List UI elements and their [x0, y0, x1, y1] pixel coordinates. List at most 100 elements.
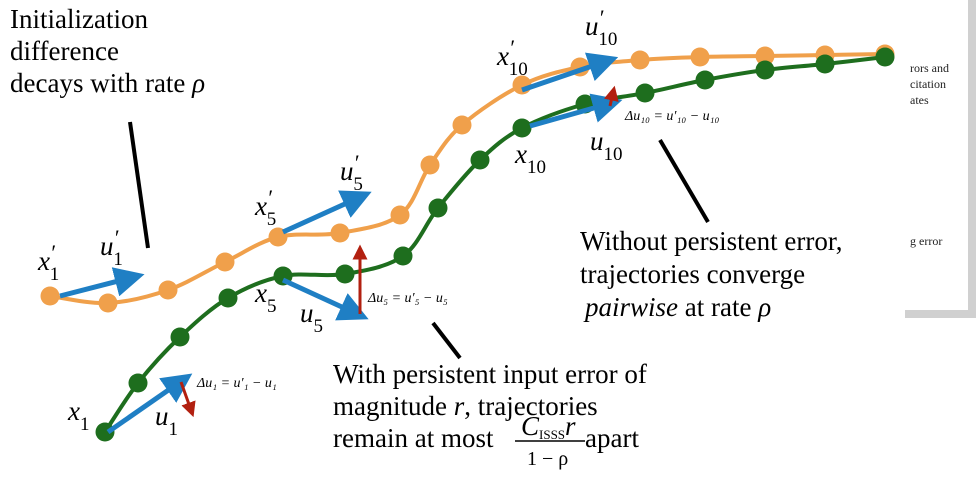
- trajectory-point: [512, 118, 532, 138]
- annotation-text: decays with rate: [10, 68, 192, 98]
- background-slide: [905, 0, 976, 318]
- label-subscript: 5: [353, 174, 363, 195]
- fraction-denominator: 1 − ρ: [527, 448, 568, 470]
- annotation-text: pairwise: [583, 292, 678, 322]
- label-base: u: [155, 401, 169, 431]
- fraction-subscript: ISSS: [539, 427, 565, 442]
- annotation-text: Without persistent error,: [580, 226, 843, 256]
- orange-trajectory: [49, 52, 886, 306]
- annotation-line: pairwise at rate ρ: [583, 292, 771, 322]
- trajectory-point: [755, 60, 775, 80]
- label-prime: ′: [114, 225, 120, 250]
- annotation-text: difference: [10, 36, 119, 66]
- label-subscript: 1: [50, 264, 60, 285]
- label-subscript: 5: [267, 296, 277, 317]
- label-base: u: [590, 126, 604, 156]
- input-arrow: [281, 190, 372, 235]
- trajectory-point: [268, 227, 288, 247]
- label-prime: ′: [267, 185, 273, 210]
- label-subscript: 10: [604, 144, 623, 165]
- label-subscript: 1: [169, 419, 179, 440]
- annotation-text: Initialization: [10, 4, 148, 34]
- label-subscript: 10: [527, 157, 546, 178]
- label-prime: ′: [50, 240, 56, 265]
- annotation-text: r: [454, 391, 465, 421]
- trajectory-point: [755, 46, 775, 66]
- trajectory-point: [390, 205, 410, 225]
- trajectory-point: [690, 47, 710, 67]
- math-label: x′ 1: [37, 240, 59, 285]
- trajectory-point: [875, 47, 895, 67]
- input-arrow: [529, 93, 623, 129]
- trajectory-point: [420, 155, 440, 175]
- trajectory-point: [452, 115, 472, 135]
- annotation-text: With persistent input error of: [333, 359, 647, 389]
- label-base: x: [254, 191, 267, 221]
- fraction-numerator: CISSSr: [521, 411, 576, 442]
- trajectory-point: [428, 198, 448, 218]
- annotation-text: at rate: [678, 292, 758, 322]
- label-subscript: 10: [598, 29, 617, 50]
- math-label: x5: [254, 278, 276, 317]
- label-base: x: [37, 246, 50, 276]
- trajectory-point: [815, 54, 835, 74]
- trajectory-point: [393, 246, 413, 266]
- trajectory-point: [470, 150, 490, 170]
- annotation-line: magnitude r, trajectories: [333, 391, 598, 421]
- pointer-line: [431, 321, 462, 360]
- background-text: rors and: [910, 61, 949, 75]
- input-arrow: [281, 277, 369, 321]
- trajectory-point: [98, 293, 118, 313]
- trajectory-point: [95, 422, 115, 442]
- annotation-line: remain at most: [333, 423, 494, 453]
- annotation-line: Initialization: [10, 4, 148, 34]
- annotation-line: difference: [10, 36, 119, 66]
- trajectory-point: [218, 288, 238, 308]
- math-label: u′ 1: [100, 225, 123, 270]
- math-label: x′ 10: [496, 35, 528, 80]
- label-subscript: 5: [267, 209, 277, 230]
- trajectory-point: [635, 83, 655, 103]
- label-base: u: [300, 298, 314, 328]
- delta-label: Δu₅ = u′₅ − u₅: [367, 291, 448, 306]
- label-base: x: [67, 396, 80, 426]
- annotation-line: decays with rate ρ: [10, 68, 205, 98]
- annotation-line: Without persistent error,: [580, 226, 843, 256]
- annotation-line: With persistent input error of: [333, 359, 647, 389]
- math-label: u10: [590, 126, 623, 165]
- trajectory-point: [695, 70, 715, 90]
- label-base: x: [496, 41, 509, 71]
- fraction-base: C: [521, 411, 540, 441]
- background-text: g error: [910, 234, 942, 248]
- math-label: x1: [67, 396, 89, 435]
- background-text: citation: [910, 77, 946, 91]
- label-subscript: 1: [113, 249, 123, 270]
- pointer-line: [658, 138, 710, 224]
- label-subscript: 5: [314, 316, 324, 337]
- annotation-text: trajectories converge: [580, 259, 805, 289]
- math-label: x′ 5: [254, 185, 276, 230]
- background-text: ates: [910, 93, 929, 107]
- label-base: u: [340, 156, 354, 186]
- label-prime: ′: [354, 150, 360, 175]
- delta-label: Δu₁ = u′₁ − u₁: [196, 376, 277, 391]
- label-base: u: [100, 231, 114, 261]
- trajectory-point: [128, 373, 148, 393]
- math-label: u′ 5: [340, 150, 363, 195]
- annotation-text: apart: [585, 423, 639, 453]
- annotation-text: ρ: [757, 292, 771, 322]
- annotation-text: ρ: [191, 68, 205, 98]
- input-arrow: [106, 373, 193, 435]
- green-trajectory: [103, 55, 886, 434]
- pointer-line: [128, 121, 150, 249]
- label-base: u: [585, 11, 599, 41]
- label-prime: ′: [599, 5, 605, 30]
- trajectory-point: [215, 252, 235, 272]
- trajectory-point: [630, 50, 650, 70]
- math-label: x10: [514, 139, 546, 178]
- fraction-var: r: [565, 411, 576, 441]
- difference-arrow: [179, 381, 196, 418]
- trajectory-point: [335, 264, 355, 284]
